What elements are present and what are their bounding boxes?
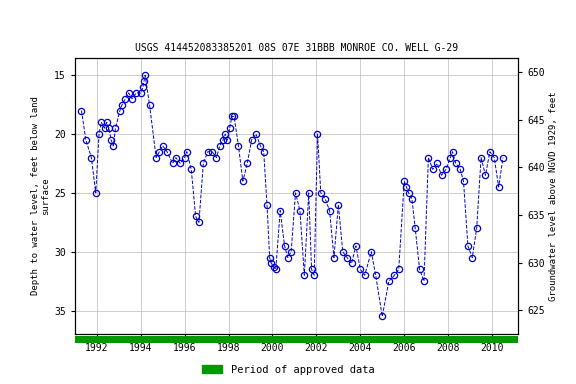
Title: USGS 414452083385201 08S 07E 31BBB MONROE CO. WELL G-29: USGS 414452083385201 08S 07E 31BBB MONRO… — [135, 43, 458, 53]
Legend: Period of approved data: Period of approved data — [198, 361, 378, 379]
Y-axis label: Groundwater level above NGVD 1929, feet: Groundwater level above NGVD 1929, feet — [550, 91, 558, 301]
Y-axis label: Depth to water level, feet below land
surface: Depth to water level, feet below land su… — [31, 96, 50, 295]
